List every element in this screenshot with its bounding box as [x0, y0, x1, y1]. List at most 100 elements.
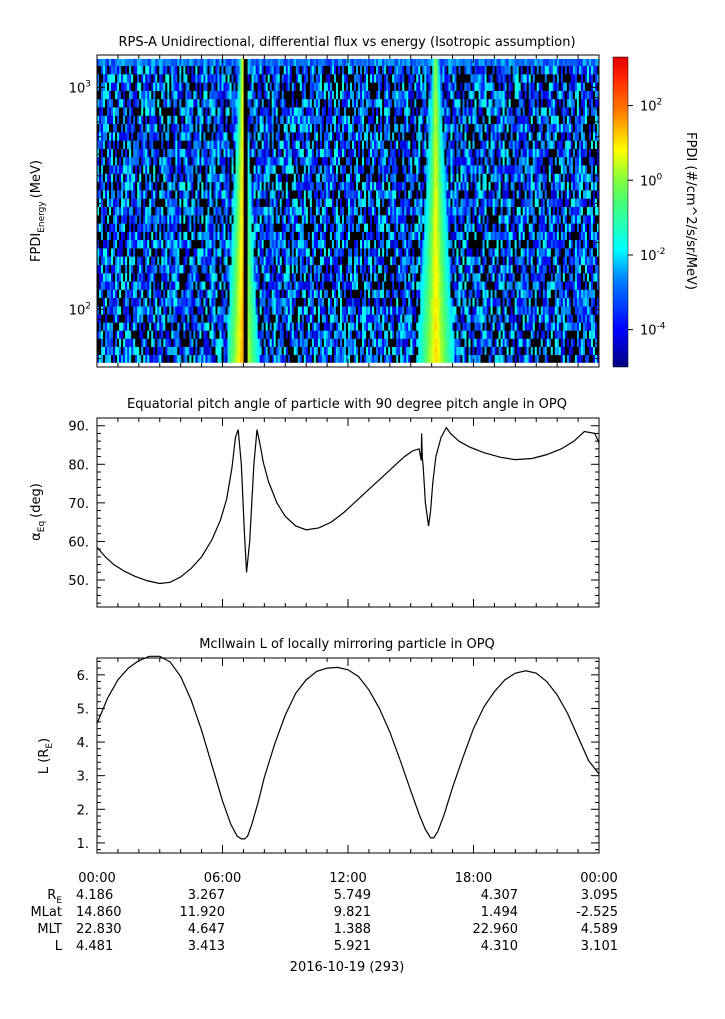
heatmap-cell [406, 264, 409, 274]
heatmap-cell [416, 338, 419, 347]
heatmap-cell [175, 231, 178, 241]
heatmap-cell [129, 223, 132, 232]
heatmap-cell [139, 256, 142, 266]
heatmap-cell [329, 264, 333, 274]
heatmap-cell [135, 297, 138, 307]
heatmap-cell [149, 256, 152, 266]
heatmap-cell [376, 256, 379, 266]
heatmap-cell [193, 306, 196, 315]
heatmap-cell [275, 272, 279, 282]
heatmap-cell [123, 231, 126, 241]
heatmap-cell [197, 289, 200, 298]
heatmap-cell [167, 223, 170, 232]
heatmap-cell [315, 338, 319, 347]
heatmap-cell [594, 231, 598, 241]
heatmap-cell [378, 206, 381, 216]
heatmap-cell [155, 322, 158, 331]
heatmap-cell [514, 239, 517, 249]
heatmap-cell [354, 223, 357, 232]
heatmap-cell [528, 248, 532, 257]
heatmap-cell [315, 322, 319, 331]
heatmap-cell [364, 314, 367, 323]
heatmap-cell [554, 314, 558, 323]
heatmap-cell [223, 314, 226, 323]
heatmap-cell [476, 239, 479, 249]
heatmap-cell [113, 231, 116, 241]
heatmap-cell [173, 264, 176, 274]
heatmap-cell [460, 272, 463, 282]
heatmap-cell [167, 214, 170, 224]
heatmap-cell [189, 306, 192, 315]
heatmap-cell [171, 223, 174, 232]
heatmap-cell [546, 198, 550, 207]
heatmap-cell [295, 223, 299, 232]
heatmap-cell [223, 198, 226, 207]
heatmap-cell [163, 264, 166, 274]
heatmap-cell [552, 239, 556, 249]
heatmap-cell [291, 306, 295, 315]
heatmap-cell [291, 281, 295, 290]
heatmap-cell [279, 264, 283, 274]
heatmap-cell [422, 281, 425, 290]
heatmap-cell [394, 223, 397, 232]
heatmap-cell [590, 272, 594, 282]
heatmap-cell [211, 223, 214, 232]
heatmap-cell [97, 330, 100, 339]
heatmap-cell [309, 306, 313, 315]
heatmap-cell [179, 272, 182, 282]
heatmap-cell [139, 354, 142, 363]
heatmap-cell [576, 272, 580, 282]
heatmap-cell [568, 281, 572, 290]
heatmap-cell [281, 256, 285, 266]
heatmap-cell [450, 346, 453, 356]
heatmap-cell [418, 198, 421, 207]
heatmap-cell [259, 231, 262, 241]
heatmap-cell [139, 297, 142, 307]
heatmap-cell [225, 264, 228, 274]
heatmap-cell [189, 206, 192, 216]
heatmap-cell [331, 322, 335, 331]
heatmap-cell [576, 281, 580, 290]
heatmap-cell [422, 206, 425, 216]
heatmap-cell [360, 314, 363, 323]
heatmap-cell [313, 223, 317, 232]
heatmap-cell [205, 256, 208, 266]
heatmap-cell [504, 297, 507, 307]
heatmap-cell [556, 231, 560, 241]
heatmap-cell [560, 248, 564, 257]
heatmap-cell [426, 256, 429, 266]
heatmap-cell [283, 306, 287, 315]
heatmap-cell [364, 338, 367, 347]
heatmap-cell [261, 281, 264, 290]
heatmap-cell [309, 231, 313, 241]
heatmap-cell [327, 346, 331, 356]
heatmap-cell [550, 272, 554, 282]
heatmap-cell [458, 214, 461, 224]
heatmap-cell [398, 314, 401, 323]
heatmap-cell [175, 281, 178, 290]
heatmap-cell [396, 346, 399, 356]
heatmap-cell [512, 289, 515, 298]
heatmap-cell [430, 214, 433, 224]
heatmap-cell [592, 281, 596, 290]
heatmap-cell [542, 297, 546, 307]
heatmap-cell [261, 223, 264, 232]
heatmap-cell [560, 314, 564, 323]
heatmap-cell [239, 289, 242, 298]
heatmap-cell [398, 322, 401, 331]
heatmap-cell [191, 264, 194, 274]
heatmap-cell [354, 198, 357, 207]
heatmap-cell [215, 322, 218, 331]
heatmap-cell [494, 206, 497, 216]
heatmap-cell [169, 346, 172, 356]
heatmap-cell [380, 264, 383, 274]
heatmap-cell [588, 330, 592, 339]
heatmap-cell [345, 223, 349, 232]
heatmap-cell [492, 198, 495, 207]
heatmap-cell [450, 248, 453, 257]
heatmap-cell [237, 330, 240, 339]
heatmap-cell [552, 281, 556, 290]
heatmap-cell [408, 281, 411, 290]
heatmap-cell [354, 330, 357, 339]
heatmap-cell [321, 198, 325, 207]
